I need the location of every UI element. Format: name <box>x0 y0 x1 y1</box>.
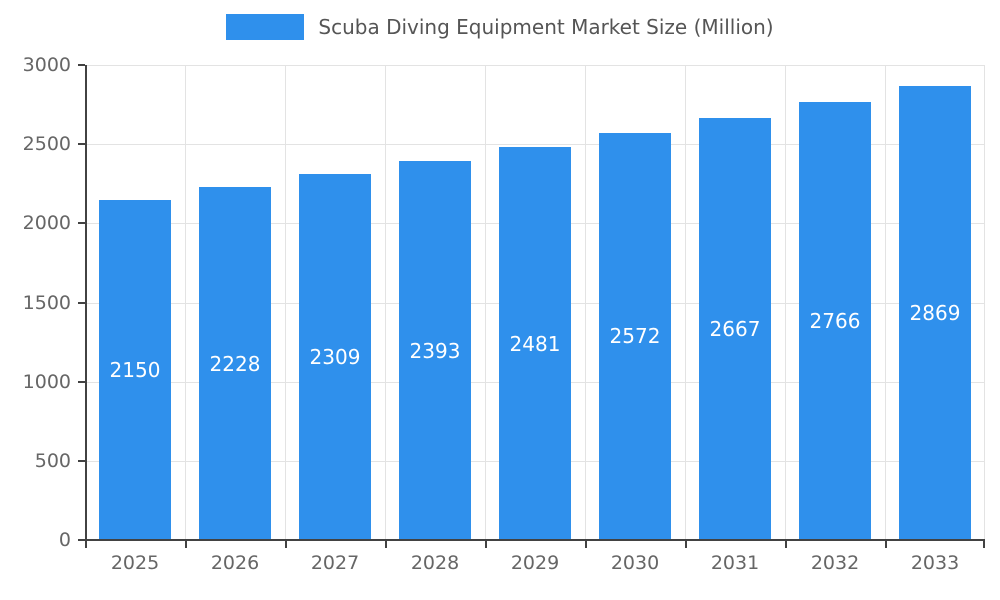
x-axis-tick <box>983 541 985 548</box>
x-axis-tick <box>485 541 487 548</box>
bar-value-label: 2393 <box>409 338 461 363</box>
bar-2032[interactable]: 2766 <box>799 102 871 540</box>
bar-value-label: 2869 <box>909 300 961 325</box>
gridline-vertical <box>585 65 586 540</box>
x-axis-label: 2028 <box>410 552 460 574</box>
y-axis-tick <box>78 64 85 66</box>
x-axis-tick <box>385 541 387 548</box>
x-axis-tick <box>585 541 587 548</box>
bar-2029[interactable]: 2481 <box>499 147 571 540</box>
y-axis-line <box>85 65 87 540</box>
y-axis-tick <box>78 539 85 541</box>
x-axis-tick <box>685 541 687 548</box>
x-axis-tick <box>885 541 887 548</box>
x-axis-label: 2031 <box>710 552 760 574</box>
y-axis-label: 0 <box>58 529 71 551</box>
y-axis-label: 500 <box>34 449 71 472</box>
x-axis-label: 2032 <box>810 552 860 574</box>
bar-2030[interactable]: 2572 <box>599 132 671 540</box>
y-axis-label: 1000 <box>22 370 71 393</box>
y-axis-label: 3000 <box>22 54 71 76</box>
gridline-vertical <box>984 65 985 540</box>
x-axis-label: 2026 <box>210 552 260 574</box>
x-axis-line <box>85 539 985 541</box>
bar-2025[interactable]: 2150 <box>99 199 171 540</box>
gridline-vertical <box>685 65 686 540</box>
gridline-vertical <box>385 65 386 540</box>
bar-2027[interactable]: 2309 <box>299 174 371 540</box>
bar-value-label: 2309 <box>309 345 361 370</box>
bar-2033[interactable]: 2869 <box>899 85 971 540</box>
plot-area: 0 500 1000 1500 2000 2500 3000 2150 2025 2228 2026… <box>23 54 985 574</box>
gridline-vertical <box>885 65 886 540</box>
gridline-vertical <box>285 65 286 540</box>
gridline-vertical <box>785 65 786 540</box>
chart-title: Scuba Diving Equipment Market Size (Mill… <box>318 15 774 39</box>
y-axis-tick <box>78 222 85 225</box>
legend-color-swatch[interactable] <box>226 14 305 40</box>
y-axis-label: 2000 <box>22 212 71 235</box>
bar-2031[interactable]: 2667 <box>699 117 771 540</box>
y-axis-label: 1500 <box>22 291 71 314</box>
gridline-vertical <box>185 65 186 540</box>
x-axis-label: 2027 <box>310 552 360 574</box>
gridline-vertical <box>485 65 486 540</box>
bar-value-label: 2667 <box>709 316 761 341</box>
bar-value-label: 2572 <box>609 324 661 349</box>
y-axis-label: 2500 <box>22 133 71 156</box>
bar-value-label: 2766 <box>809 309 861 334</box>
x-axis-tick <box>185 541 187 548</box>
y-axis-tick <box>78 143 85 146</box>
x-axis-label: 2033 <box>910 552 960 574</box>
gridline-horizontal <box>85 144 985 146</box>
y-axis-tick <box>78 459 85 462</box>
gridline-horizontal <box>85 65 985 66</box>
x-axis-label: 2030 <box>610 552 660 574</box>
bar-value-label: 2481 <box>509 331 561 356</box>
x-axis-tick <box>785 541 787 548</box>
x-axis-label: 2025 <box>110 552 160 574</box>
bar-value-label: 2150 <box>109 357 161 382</box>
y-axis-tick <box>78 301 85 304</box>
bar-2028[interactable]: 2393 <box>399 161 471 540</box>
x-axis-tick <box>285 541 287 548</box>
bar-value-label: 2228 <box>209 351 261 376</box>
chart-legend: Scuba Diving Equipment Market Size (Mill… <box>0 14 1000 40</box>
x-axis-tick <box>85 541 87 548</box>
x-axis-label: 2029 <box>510 552 560 574</box>
bar-2026[interactable]: 2228 <box>199 187 271 540</box>
y-axis-tick <box>78 380 85 383</box>
